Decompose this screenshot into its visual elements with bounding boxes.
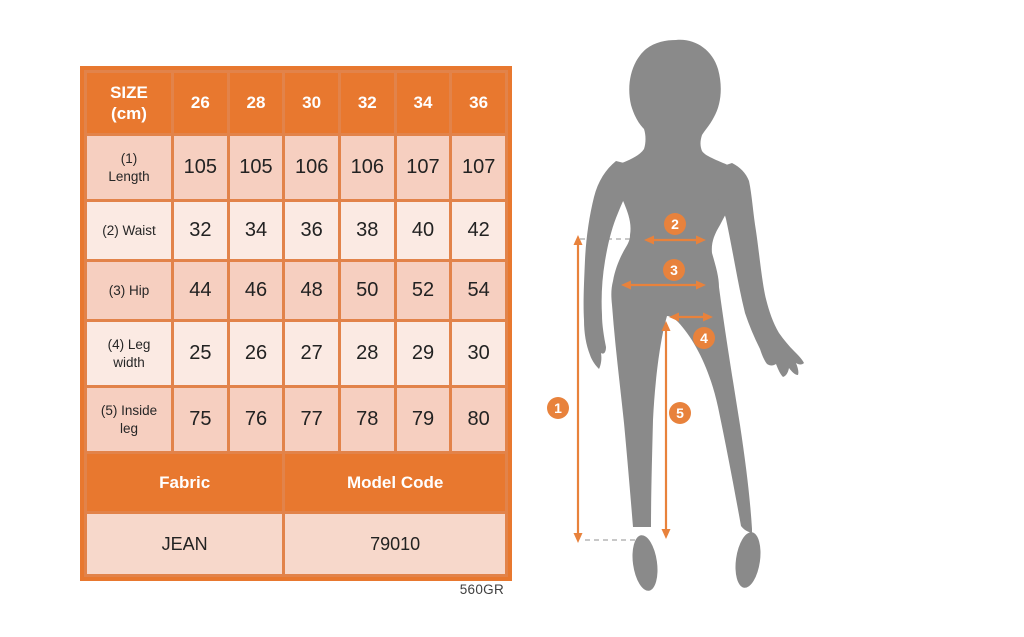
- silhouette-left-foot: [632, 535, 658, 591]
- measurement-value-cell: 25: [174, 322, 227, 385]
- measurement-value-cell: 52: [396, 262, 450, 319]
- size-column-header: 32: [340, 73, 394, 133]
- measurement-value-cell: 50: [340, 262, 394, 319]
- measurement-value-cell: 78: [340, 388, 394, 451]
- measurement-value-cell: 40: [396, 202, 450, 259]
- measurement-value-cell: 46: [229, 262, 283, 319]
- measurement-value-cell: 30: [452, 322, 505, 385]
- silhouette-body: [606, 39, 752, 534]
- fabric-header-row: Fabric Model Code: [87, 454, 505, 511]
- measurement-value-cell: 38: [340, 202, 394, 259]
- fabric-value-cell: JEAN: [87, 514, 283, 574]
- measure-badge-2: 2: [664, 213, 686, 235]
- measure-badge-4: 4: [693, 327, 715, 349]
- hip-arrow: [621, 280, 706, 290]
- size-column-header: 28: [229, 73, 283, 133]
- measurement-value-cell: 79: [396, 388, 450, 451]
- measurement-value-cell: 34: [229, 202, 283, 259]
- silhouette-left-arm: [583, 161, 629, 369]
- size-column-header: 34: [396, 73, 450, 133]
- female-silhouette-diagram: [573, 39, 804, 591]
- measurement-value-cell: 107: [452, 136, 505, 199]
- measurement-value-cell: 29: [396, 322, 450, 385]
- female-silhouette: [583, 39, 804, 591]
- waist-arrow: [644, 235, 706, 245]
- measurement-row: (1) Length 105 105 106 106 107 107: [87, 136, 505, 199]
- size-column-header: 26: [174, 73, 227, 133]
- measurement-value-cell: 105: [229, 136, 283, 199]
- measurement-value-cell: 28: [340, 322, 394, 385]
- measurement-figure: 1 2 3 4 5: [530, 25, 810, 605]
- measure-badge-1: 1: [547, 397, 569, 419]
- measurement-row: (2) Waist 32 34 36 38 40 42: [87, 202, 505, 259]
- silhouette-right-foot: [735, 532, 761, 588]
- measure-badge-3: 3: [663, 259, 685, 281]
- measurement-row: (3) Hip 44 46 48 50 52 54: [87, 262, 505, 319]
- measurement-value-cell: 77: [285, 388, 338, 451]
- measurement-value-cell: 106: [340, 136, 394, 199]
- measurement-value-cell: 107: [396, 136, 450, 199]
- measurement-value-cell: 27: [285, 322, 338, 385]
- measurement-label-cell: (1) Length: [87, 136, 171, 199]
- model-code-value-cell: 79010: [285, 514, 505, 574]
- model-weight-note: 560GR: [459, 582, 504, 597]
- size-chart-table-container: SIZE (cm) 26 28 30 32 34 36 (1) Length 105 105 1…: [80, 66, 512, 581]
- measurement-value-cell: 44: [174, 262, 227, 319]
- model-code-header-cell: Model Code: [285, 454, 505, 511]
- measurement-value-cell: 42: [452, 202, 505, 259]
- measurement-value-cell: 106: [285, 136, 338, 199]
- measurement-label-cell: (3) Hip: [87, 262, 171, 319]
- measurement-label-cell: (4) Leg width: [87, 322, 171, 385]
- measure-badge-5: 5: [669, 402, 691, 424]
- size-column-header: 30: [285, 73, 338, 133]
- measurement-value-cell: 26: [229, 322, 283, 385]
- measurement-label-cell: (5) Inside leg: [87, 388, 171, 451]
- fabric-value-row: JEAN 79010: [87, 514, 505, 574]
- size-chart-table: SIZE (cm) 26 28 30 32 34 36 (1) Length 105 105 1…: [80, 66, 512, 581]
- measurement-value-cell: 75: [174, 388, 227, 451]
- measurement-value-cell: 36: [285, 202, 338, 259]
- measurement-value-cell: 105: [174, 136, 227, 199]
- size-header-row: SIZE (cm) 26 28 30 32 34 36: [87, 73, 505, 133]
- measurement-value-cell: 76: [229, 388, 283, 451]
- measurement-value-cell: 48: [285, 262, 338, 319]
- size-cm-header-cell: SIZE (cm): [87, 73, 171, 133]
- measurement-value-cell: 32: [174, 202, 227, 259]
- measurement-value-cell: 54: [452, 262, 505, 319]
- measurement-value-cell: 80: [452, 388, 505, 451]
- length-arrow: [573, 235, 583, 543]
- measurement-label-cell: (2) Waist: [87, 202, 171, 259]
- measurement-row: (5) Inside leg 75 76 77 78 79 80: [87, 388, 505, 451]
- leg-width-arrow: [669, 312, 713, 322]
- inside-leg-arrow: [661, 321, 671, 539]
- measurement-arrows: [573, 235, 713, 543]
- size-column-header: 36: [452, 73, 505, 133]
- fabric-header-cell: Fabric: [87, 454, 283, 511]
- measurement-row: (4) Leg width 25 26 27 28 29 30: [87, 322, 505, 385]
- silhouette-right-arm: [712, 163, 804, 377]
